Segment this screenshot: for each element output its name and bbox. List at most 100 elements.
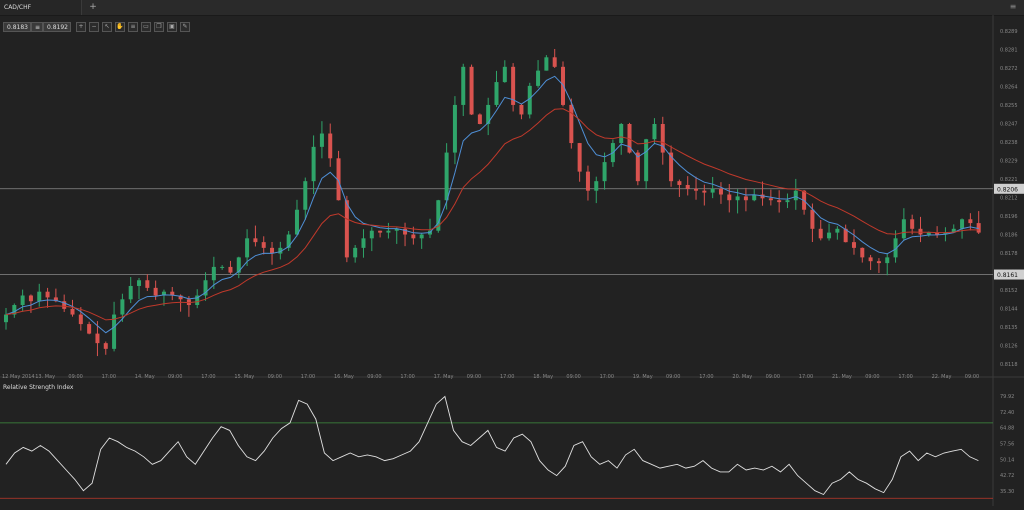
- bullish-candle[interactable]: [444, 152, 449, 201]
- menu-icon[interactable]: ≡: [1009, 2, 1017, 11]
- bearish-candle[interactable]: [727, 194, 732, 201]
- bearish-candle[interactable]: [477, 114, 482, 124]
- bullish-candle[interactable]: [710, 188, 715, 193]
- bullish-candle[interactable]: [594, 181, 599, 191]
- hand-icon[interactable]: ✋: [115, 22, 125, 32]
- bearish-candle[interactable]: [469, 66, 474, 115]
- bearish-candle[interactable]: [768, 198, 773, 201]
- add-tab-button[interactable]: +: [89, 2, 97, 12]
- bearish-candle[interactable]: [270, 247, 275, 254]
- bullish-candle[interactable]: [369, 230, 374, 239]
- bullish-candle[interactable]: [461, 66, 466, 105]
- bullish-candle[interactable]: [893, 238, 898, 258]
- bullish-candle[interactable]: [951, 228, 956, 233]
- bearish-candle[interactable]: [95, 333, 100, 344]
- bearish-candle[interactable]: [818, 228, 823, 239]
- bearish-candle[interactable]: [976, 223, 981, 233]
- bearish-candle[interactable]: [70, 308, 75, 315]
- bullish-candle[interactable]: [353, 247, 358, 258]
- bearish-candle[interactable]: [344, 200, 349, 258]
- bearish-candle[interactable]: [178, 295, 183, 300]
- price-chart[interactable]: 0.8289 0.8281 0.8272 0.8264 0.8255 0.8247 0.82…: [0, 15, 1024, 506]
- bullish-candle[interactable]: [494, 82, 499, 105]
- bearish-candle[interactable]: [403, 228, 408, 235]
- bearish-candle[interactable]: [843, 228, 848, 243]
- bearish-candle[interactable]: [660, 123, 665, 153]
- bearish-candle[interactable]: [87, 324, 92, 334]
- image-icon[interactable]: ▣: [167, 22, 177, 32]
- copy-icon[interactable]: ❐: [154, 22, 164, 32]
- bearish-candle[interactable]: [53, 297, 58, 302]
- bullish-candle[interactable]: [386, 230, 391, 233]
- zoom-in-icon[interactable]: +: [76, 22, 86, 32]
- bearish-candle[interactable]: [635, 152, 640, 182]
- bullish-candle[interactable]: [602, 162, 607, 182]
- bullish-candle[interactable]: [793, 190, 798, 201]
- brush-icon[interactable]: ✎: [180, 22, 190, 32]
- bearish-candle[interactable]: [336, 158, 341, 201]
- bullish-candle[interactable]: [137, 280, 142, 286]
- bullish-candle[interactable]: [394, 228, 399, 231]
- bullish-candle[interactable]: [486, 104, 491, 124]
- bearish-candle[interactable]: [78, 314, 83, 325]
- list-icon[interactable]: ≡: [128, 22, 138, 32]
- bullish-candle[interactable]: [311, 146, 316, 182]
- bearish-candle[interactable]: [62, 301, 67, 309]
- bullish-candle[interactable]: [245, 238, 250, 258]
- bearish-candle[interactable]: [253, 238, 258, 243]
- bearish-candle[interactable]: [569, 104, 574, 144]
- bullish-candle[interactable]: [835, 228, 840, 233]
- bearish-candle[interactable]: [411, 234, 416, 239]
- bullish-candle[interactable]: [527, 85, 532, 115]
- bearish-candle[interactable]: [851, 242, 856, 248]
- bullish-candle[interactable]: [303, 181, 308, 210]
- bullish-candle[interactable]: [544, 57, 549, 71]
- bearish-candle[interactable]: [577, 143, 582, 172]
- bearish-candle[interactable]: [627, 123, 632, 153]
- bullish-candle[interactable]: [112, 314, 117, 349]
- bearish-candle[interactable]: [868, 257, 873, 262]
- bearish-candle[interactable]: [145, 280, 150, 288]
- bullish-candle[interactable]: [4, 314, 8, 323]
- bullish-candle[interactable]: [943, 232, 948, 235]
- bullish-candle[interactable]: [735, 196, 740, 201]
- bearish-candle[interactable]: [702, 190, 707, 193]
- bearish-candle[interactable]: [694, 188, 699, 191]
- bullish-candle[interactable]: [419, 234, 424, 239]
- bullish-candle[interactable]: [644, 139, 649, 182]
- bullish-candle[interactable]: [20, 295, 25, 306]
- bullish-candle[interactable]: [536, 70, 541, 86]
- ruler-icon[interactable]: ▭: [141, 22, 151, 32]
- bearish-candle[interactable]: [103, 343, 108, 349]
- bullish-candle[interactable]: [436, 200, 441, 231]
- bearish-candle[interactable]: [552, 57, 557, 67]
- tab-cadchf[interactable]: CAD/CHF: [0, 0, 82, 15]
- bearish-candle[interactable]: [170, 291, 175, 296]
- cursor-icon[interactable]: ↖: [102, 22, 112, 32]
- bullish-candle[interactable]: [785, 200, 790, 203]
- bullish-candle[interactable]: [502, 66, 507, 83]
- bullish-candle[interactable]: [652, 123, 657, 140]
- bullish-candle[interactable]: [885, 257, 890, 264]
- bearish-candle[interactable]: [685, 184, 690, 189]
- bullish-candle[interactable]: [195, 295, 200, 306]
- bullish-candle[interactable]: [361, 238, 366, 248]
- bearish-candle[interactable]: [718, 188, 723, 195]
- bullish-candle[interactable]: [286, 234, 291, 248]
- bearish-candle[interactable]: [328, 133, 333, 159]
- bearish-candle[interactable]: [910, 219, 915, 229]
- bullish-candle[interactable]: [161, 291, 166, 296]
- bearish-candle[interactable]: [918, 228, 923, 235]
- bullish-candle[interactable]: [37, 291, 42, 302]
- bullish-candle[interactable]: [128, 285, 133, 300]
- bullish-candle[interactable]: [752, 194, 757, 201]
- bullish-candle[interactable]: [278, 247, 283, 254]
- bearish-candle[interactable]: [28, 295, 33, 302]
- bearish-candle[interactable]: [677, 181, 682, 185]
- bearish-candle[interactable]: [777, 200, 782, 203]
- bullish-candle[interactable]: [619, 123, 624, 144]
- bullish-candle[interactable]: [203, 280, 208, 296]
- bearish-candle[interactable]: [669, 152, 674, 182]
- bullish-candle[interactable]: [294, 209, 299, 235]
- bullish-candle[interactable]: [236, 257, 241, 273]
